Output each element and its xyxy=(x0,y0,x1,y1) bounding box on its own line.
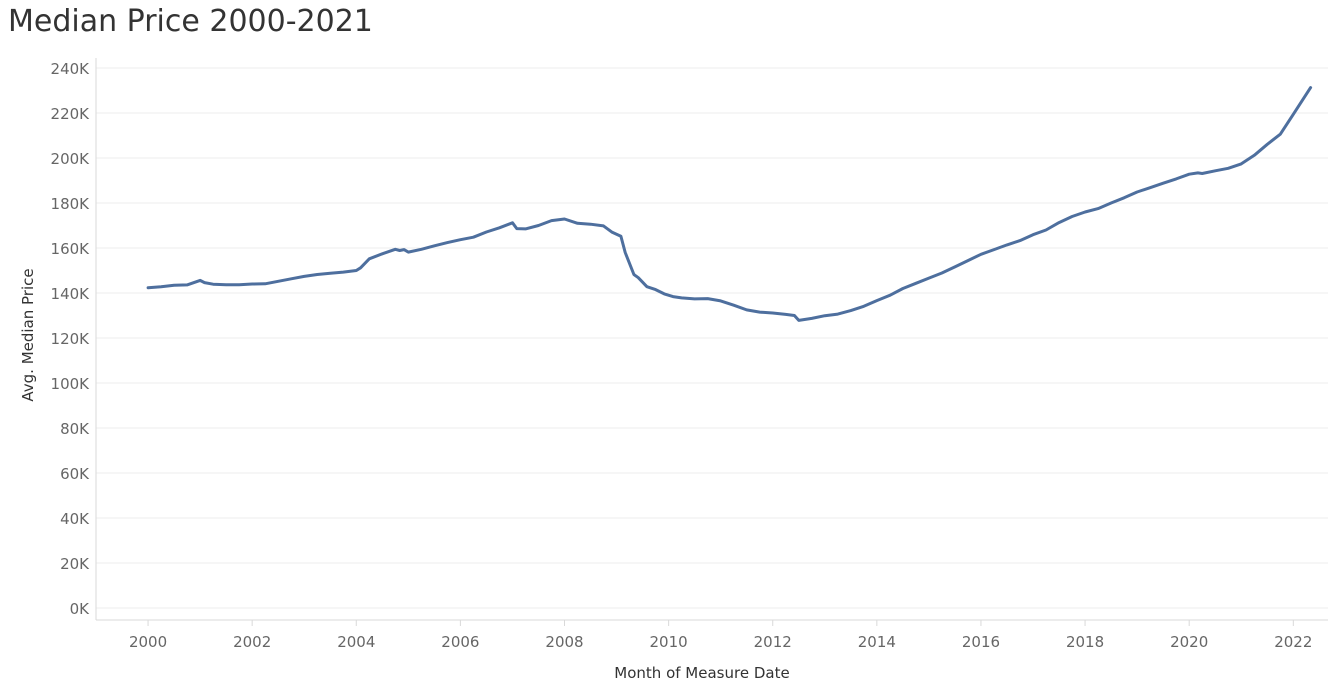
chart-title: Median Price 2000-2021 xyxy=(8,4,373,39)
x-tick-label: 2002 xyxy=(233,633,271,651)
y-tick-label: 20K xyxy=(60,555,90,573)
axes xyxy=(95,58,1328,621)
y-tick-label: 60K xyxy=(60,465,90,483)
y-tick-label: 80K xyxy=(60,420,90,438)
x-tick-label: 2000 xyxy=(129,633,167,651)
x-axis-ticks: 2000 2002 2004 2006 2008 2010 2012 2014 2016 2018… xyxy=(129,620,1312,651)
y-tick-label: 140K xyxy=(51,285,91,303)
x-axis-label: Month of Measure Date xyxy=(614,664,789,682)
x-tick-label: 2018 xyxy=(1066,633,1104,651)
y-tick-label: 0K xyxy=(70,600,91,618)
series-layer xyxy=(146,86,1313,322)
y-tick-label: 180K xyxy=(51,195,91,213)
x-tick-label: 2006 xyxy=(441,633,479,651)
y-tick-label: 40K xyxy=(60,510,90,528)
x-tick-label: 2022 xyxy=(1274,633,1312,651)
x-tick-label: 2008 xyxy=(545,633,583,651)
y-axis-ticks: 0K 20K 40K 60K 80K 100K 120K 140K 160K 180K 200K 22… xyxy=(51,60,91,618)
x-tick-label: 2004 xyxy=(337,633,375,651)
y-tick-label: 100K xyxy=(51,375,91,393)
y-tick-label: 160K xyxy=(51,240,91,258)
x-tick-label: 2020 xyxy=(1170,633,1208,651)
x-tick-label: 2016 xyxy=(962,633,1000,651)
grid-lines xyxy=(96,67,1328,609)
x-tick-label: 2014 xyxy=(858,633,896,651)
y-tick-label: 200K xyxy=(51,150,91,168)
y-tick-label: 220K xyxy=(51,105,91,123)
y-tick-label: 240K xyxy=(51,60,91,78)
x-tick-label: 2012 xyxy=(754,633,792,651)
y-tick-label: 120K xyxy=(51,330,91,348)
x-tick-label: 2010 xyxy=(650,633,688,651)
series-line xyxy=(146,86,1313,322)
y-axis-label: Avg. Median Price xyxy=(19,268,37,401)
